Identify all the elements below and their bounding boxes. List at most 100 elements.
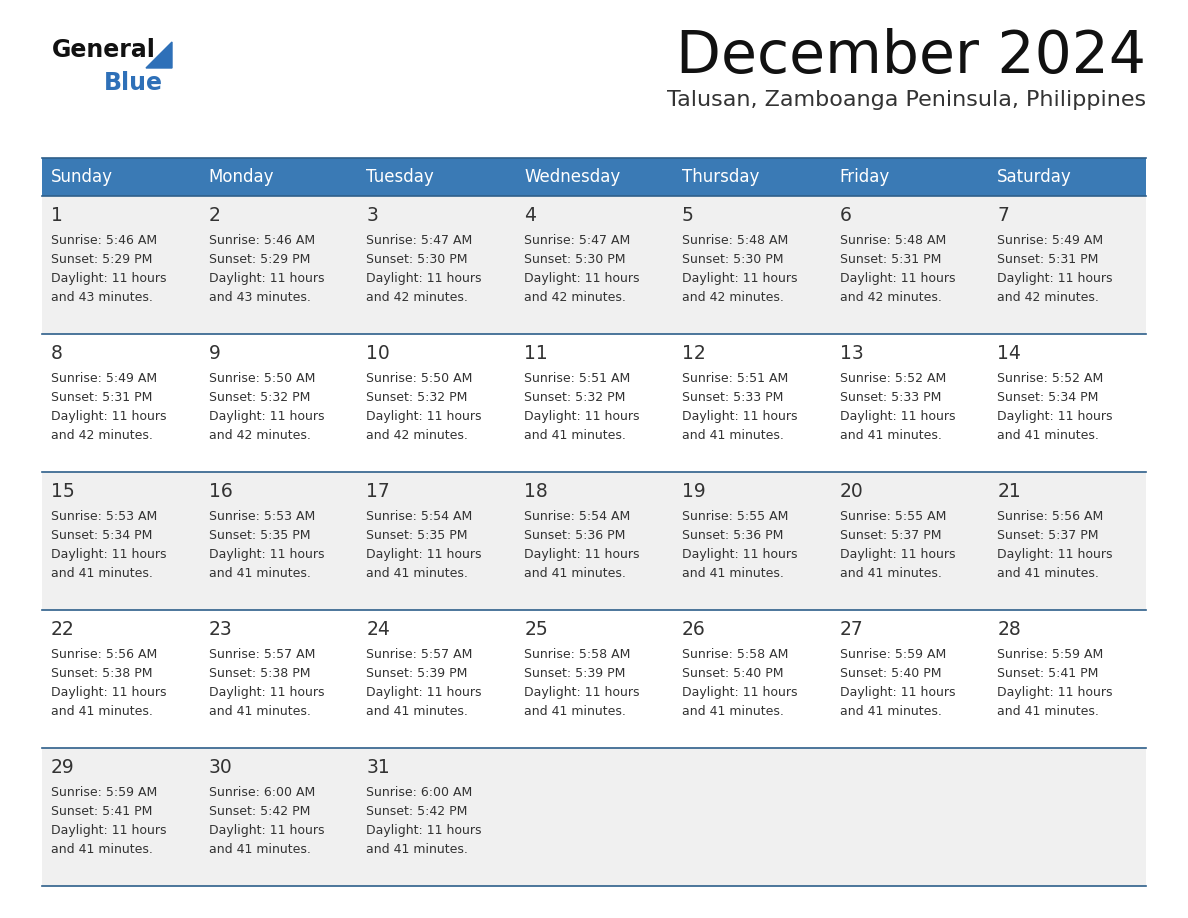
Text: 20: 20	[840, 482, 864, 501]
Text: and 42 minutes.: and 42 minutes.	[682, 291, 784, 304]
Text: and 43 minutes.: and 43 minutes.	[51, 291, 153, 304]
Text: Sunset: 5:42 PM: Sunset: 5:42 PM	[209, 805, 310, 818]
Text: Daylight: 11 hours: Daylight: 11 hours	[997, 686, 1113, 699]
Text: Sunset: 5:41 PM: Sunset: 5:41 PM	[997, 667, 1099, 680]
Text: Sunset: 5:37 PM: Sunset: 5:37 PM	[997, 529, 1099, 542]
Text: 9: 9	[209, 344, 221, 363]
Text: Sunrise: 5:56 AM: Sunrise: 5:56 AM	[997, 510, 1104, 523]
Text: and 41 minutes.: and 41 minutes.	[682, 429, 784, 442]
Text: Friday: Friday	[840, 168, 890, 186]
Text: Sunset: 5:32 PM: Sunset: 5:32 PM	[524, 391, 626, 404]
Text: 26: 26	[682, 620, 706, 639]
Text: Daylight: 11 hours: Daylight: 11 hours	[997, 410, 1113, 423]
Text: and 41 minutes.: and 41 minutes.	[840, 567, 941, 580]
Text: Sunset: 5:38 PM: Sunset: 5:38 PM	[209, 667, 310, 680]
Text: 24: 24	[366, 620, 391, 639]
Text: 6: 6	[840, 206, 852, 225]
Text: and 41 minutes.: and 41 minutes.	[524, 429, 626, 442]
Text: and 41 minutes.: and 41 minutes.	[366, 567, 468, 580]
Text: Sunrise: 5:51 AM: Sunrise: 5:51 AM	[524, 372, 631, 385]
Bar	[672, 158, 830, 196]
Text: Daylight: 11 hours: Daylight: 11 hours	[51, 410, 166, 423]
Text: 3: 3	[366, 206, 378, 225]
Text: 25: 25	[524, 620, 548, 639]
Text: Sunrise: 5:59 AM: Sunrise: 5:59 AM	[840, 648, 946, 661]
Text: Sunset: 5:40 PM: Sunset: 5:40 PM	[682, 667, 783, 680]
Text: December 2024: December 2024	[676, 28, 1146, 85]
Text: Daylight: 11 hours: Daylight: 11 hours	[997, 272, 1113, 285]
Text: Sunrise: 5:53 AM: Sunrise: 5:53 AM	[209, 510, 315, 523]
Text: Sunset: 5:39 PM: Sunset: 5:39 PM	[524, 667, 626, 680]
Polygon shape	[146, 42, 172, 68]
Text: Sunset: 5:42 PM: Sunset: 5:42 PM	[366, 805, 468, 818]
Text: Daylight: 11 hours: Daylight: 11 hours	[840, 410, 955, 423]
Text: Daylight: 11 hours: Daylight: 11 hours	[209, 272, 324, 285]
Text: and 42 minutes.: and 42 minutes.	[997, 291, 1099, 304]
Text: Sunset: 5:31 PM: Sunset: 5:31 PM	[997, 253, 1099, 266]
Text: Sunrise: 5:56 AM: Sunrise: 5:56 AM	[51, 648, 157, 661]
Text: Sunset: 5:30 PM: Sunset: 5:30 PM	[366, 253, 468, 266]
Text: and 42 minutes.: and 42 minutes.	[51, 429, 153, 442]
Text: Blue: Blue	[105, 71, 163, 95]
Text: Sunset: 5:41 PM: Sunset: 5:41 PM	[51, 805, 152, 818]
Bar	[42, 472, 1146, 610]
Text: and 41 minutes.: and 41 minutes.	[51, 705, 153, 718]
Text: and 41 minutes.: and 41 minutes.	[366, 705, 468, 718]
Text: Daylight: 11 hours: Daylight: 11 hours	[209, 686, 324, 699]
Text: 10: 10	[366, 344, 390, 363]
Text: Sunrise: 5:50 AM: Sunrise: 5:50 AM	[209, 372, 315, 385]
Text: Sunrise: 5:54 AM: Sunrise: 5:54 AM	[366, 510, 473, 523]
Text: Daylight: 11 hours: Daylight: 11 hours	[366, 272, 482, 285]
Text: Sunrise: 6:00 AM: Sunrise: 6:00 AM	[366, 786, 473, 799]
Text: Daylight: 11 hours: Daylight: 11 hours	[366, 686, 482, 699]
Text: 8: 8	[51, 344, 63, 363]
Text: 12: 12	[682, 344, 706, 363]
Text: and 41 minutes.: and 41 minutes.	[997, 567, 1099, 580]
Text: Daylight: 11 hours: Daylight: 11 hours	[366, 410, 482, 423]
Text: and 41 minutes.: and 41 minutes.	[209, 843, 310, 856]
Text: and 41 minutes.: and 41 minutes.	[524, 705, 626, 718]
Text: 2: 2	[209, 206, 221, 225]
Text: Sunset: 5:39 PM: Sunset: 5:39 PM	[366, 667, 468, 680]
Text: 11: 11	[524, 344, 548, 363]
Text: Daylight: 11 hours: Daylight: 11 hours	[209, 824, 324, 837]
Text: and 41 minutes.: and 41 minutes.	[366, 843, 468, 856]
Bar	[42, 196, 1146, 334]
Text: and 42 minutes.: and 42 minutes.	[366, 429, 468, 442]
Text: and 41 minutes.: and 41 minutes.	[682, 705, 784, 718]
Bar	[42, 334, 1146, 472]
Text: Sunrise: 5:47 AM: Sunrise: 5:47 AM	[366, 234, 473, 247]
Text: Sunset: 5:40 PM: Sunset: 5:40 PM	[840, 667, 941, 680]
Text: 4: 4	[524, 206, 536, 225]
Text: Sunrise: 5:57 AM: Sunrise: 5:57 AM	[209, 648, 315, 661]
Text: Daylight: 11 hours: Daylight: 11 hours	[524, 548, 639, 561]
Text: 19: 19	[682, 482, 706, 501]
Text: and 42 minutes.: and 42 minutes.	[209, 429, 310, 442]
Text: and 41 minutes.: and 41 minutes.	[209, 705, 310, 718]
Text: 5: 5	[682, 206, 694, 225]
Text: Sunrise: 5:54 AM: Sunrise: 5:54 AM	[524, 510, 631, 523]
Text: General: General	[52, 38, 156, 62]
Text: Sunset: 5:36 PM: Sunset: 5:36 PM	[682, 529, 783, 542]
Text: 22: 22	[51, 620, 75, 639]
Text: 17: 17	[366, 482, 390, 501]
Text: 31: 31	[366, 758, 390, 777]
Bar	[42, 158, 200, 196]
Text: Sunset: 5:38 PM: Sunset: 5:38 PM	[51, 667, 152, 680]
Text: Sunrise: 5:49 AM: Sunrise: 5:49 AM	[51, 372, 157, 385]
Text: 16: 16	[209, 482, 233, 501]
Bar	[42, 748, 1146, 886]
Text: Daylight: 11 hours: Daylight: 11 hours	[524, 410, 639, 423]
Text: Sunrise: 5:59 AM: Sunrise: 5:59 AM	[51, 786, 157, 799]
Text: Daylight: 11 hours: Daylight: 11 hours	[682, 272, 797, 285]
Text: Wednesday: Wednesday	[524, 168, 620, 186]
Text: Sunset: 5:31 PM: Sunset: 5:31 PM	[51, 391, 152, 404]
Text: and 41 minutes.: and 41 minutes.	[997, 429, 1099, 442]
Text: Daylight: 11 hours: Daylight: 11 hours	[51, 824, 166, 837]
Text: and 41 minutes.: and 41 minutes.	[682, 567, 784, 580]
Text: 7: 7	[997, 206, 1009, 225]
Text: 28: 28	[997, 620, 1020, 639]
Text: Daylight: 11 hours: Daylight: 11 hours	[682, 548, 797, 561]
Text: Talusan, Zamboanga Peninsula, Philippines: Talusan, Zamboanga Peninsula, Philippine…	[666, 90, 1146, 110]
Text: Sunset: 5:33 PM: Sunset: 5:33 PM	[682, 391, 783, 404]
